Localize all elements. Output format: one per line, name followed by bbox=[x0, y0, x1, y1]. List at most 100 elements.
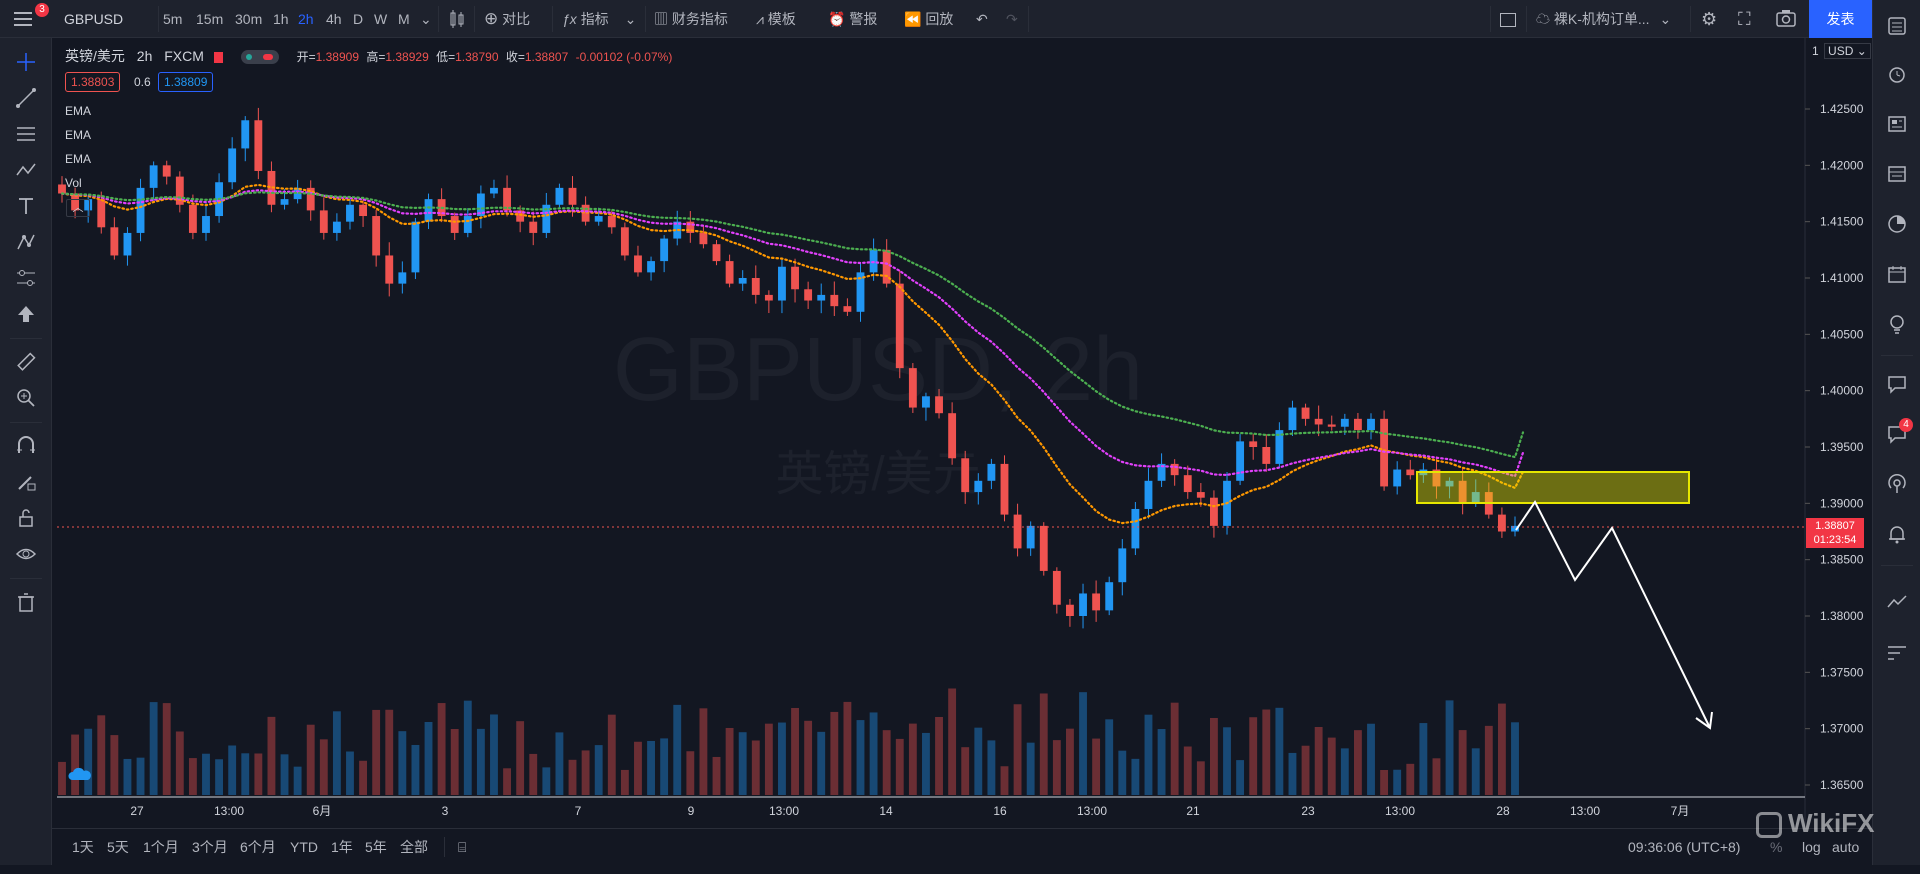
tf-5m[interactable]: 5m bbox=[163, 11, 183, 27]
chart-type-button[interactable] bbox=[448, 0, 466, 38]
range-1d[interactable]: 1天 bbox=[72, 839, 94, 855]
clock[interactable]: 09:36:06 (UTC+8) bbox=[1628, 839, 1741, 855]
range-6m[interactable]: 6个月 bbox=[240, 839, 276, 855]
publish-button[interactable]: 发表 bbox=[1809, 0, 1872, 38]
symbol-search-button[interactable]: GBPUSD bbox=[64, 11, 124, 27]
tf-day[interactable]: D bbox=[353, 11, 364, 27]
sell-price-button[interactable]: 1.38803 bbox=[65, 72, 121, 92]
measure-settings-tool[interactable] bbox=[14, 266, 38, 290]
auto-toggle[interactable]: auto bbox=[1832, 839, 1860, 855]
layout-select-button[interactable] bbox=[1500, 0, 1516, 38]
tf-30m[interactable]: 30m bbox=[235, 11, 263, 27]
delete-drawings-tool[interactable] bbox=[14, 590, 38, 614]
buy-price-button[interactable]: 1.38809 bbox=[158, 72, 214, 92]
currency-select[interactable]: USD ⌄ bbox=[1824, 43, 1871, 59]
volume-bar bbox=[1511, 722, 1519, 795]
candle-body bbox=[751, 278, 760, 295]
news-button[interactable] bbox=[1885, 112, 1909, 136]
cloud-sync-icon bbox=[68, 766, 92, 782]
hide-drawings-tool[interactable] bbox=[14, 542, 38, 566]
range-5d[interactable]: 5天 bbox=[107, 839, 129, 855]
ema-mid-line bbox=[60, 189, 1525, 478]
financials-button[interactable]: ▥ 财务指标 bbox=[654, 11, 728, 27]
tf-4h[interactable]: 4h bbox=[326, 11, 342, 27]
percent-toggle[interactable]: % bbox=[1770, 839, 1783, 855]
alerts-button[interactable]: ⏰ 警报 bbox=[828, 11, 878, 27]
volume-bar bbox=[1170, 702, 1179, 795]
indicator-ema-2[interactable]: EMA bbox=[65, 128, 92, 142]
notifications-bell-button[interactable] bbox=[1885, 522, 1909, 546]
range-3m[interactable]: 3个月 bbox=[192, 839, 228, 855]
horizontal-lines-tool[interactable] bbox=[14, 122, 38, 146]
goto-date-button[interactable]: ⌸ bbox=[458, 829, 466, 865]
market-status-toggle[interactable] bbox=[240, 50, 279, 65]
volume-bar bbox=[490, 714, 498, 795]
alerts-panel-button[interactable] bbox=[1885, 62, 1909, 86]
candle-body bbox=[882, 249, 891, 284]
indicator-volume[interactable]: Vol bbox=[65, 176, 82, 190]
pattern-tool[interactable] bbox=[14, 158, 38, 182]
log-toggle[interactable]: log bbox=[1802, 839, 1821, 855]
crosshair-tool[interactable] bbox=[14, 50, 38, 74]
candle-body bbox=[411, 221, 420, 273]
trendline-tool[interactable] bbox=[14, 86, 38, 110]
candle-body bbox=[346, 204, 354, 222]
hotlist-button[interactable] bbox=[1885, 212, 1909, 236]
indicators-button[interactable]: ƒx 指标 ⌄ bbox=[562, 11, 637, 27]
projection-path[interactable] bbox=[1515, 500, 1711, 729]
symbol-legend[interactable]: 英镑/美元 2h FXCM 开=1.38909 高=1.38929 低=1.38… bbox=[65, 46, 672, 66]
volume-bar bbox=[254, 753, 263, 795]
trading-panel-button[interactable] bbox=[1885, 590, 1909, 614]
tf-dropdown-button[interactable]: ⌄ bbox=[420, 0, 432, 38]
zoom-tool[interactable] bbox=[14, 386, 38, 410]
replay-button[interactable]: ⏪ 回放 bbox=[904, 11, 954, 27]
collapse-legend-button[interactable]: ︿ bbox=[66, 199, 90, 217]
tf-month[interactable]: M bbox=[398, 11, 410, 27]
stay-drawing-tool[interactable] bbox=[14, 470, 38, 494]
legend-interval: 2h bbox=[136, 48, 153, 64]
snapshot-button[interactable] bbox=[1776, 0, 1796, 38]
settings-button[interactable]: ⚙ bbox=[1701, 0, 1717, 38]
indicator-ema-1[interactable]: EMA bbox=[65, 104, 92, 118]
candle-body bbox=[110, 227, 119, 256]
ruler-tool[interactable] bbox=[14, 350, 38, 374]
supply-zone-rectangle[interactable] bbox=[1416, 471, 1690, 504]
candle-body bbox=[686, 221, 695, 233]
data-window-button[interactable] bbox=[1885, 162, 1909, 186]
templates-button[interactable]: ⩘ 模板 bbox=[756, 11, 796, 27]
tf-week[interactable]: W bbox=[374, 11, 388, 27]
tf-15m[interactable]: 15m bbox=[196, 11, 224, 27]
range-1m[interactable]: 1个月 bbox=[143, 839, 179, 855]
range-1y[interactable]: 1年 bbox=[331, 839, 353, 855]
chats-button[interactable] bbox=[1885, 372, 1909, 396]
text-tool[interactable] bbox=[14, 194, 38, 218]
magnet-tool[interactable] bbox=[14, 434, 38, 458]
ideas-button[interactable] bbox=[1885, 312, 1909, 336]
dom-button[interactable] bbox=[1885, 640, 1909, 664]
watchlist-button[interactable] bbox=[1885, 14, 1909, 38]
arrow-tool[interactable] bbox=[14, 302, 38, 326]
live-streams-button[interactable] bbox=[1885, 472, 1909, 496]
undo-button[interactable]: ↶ bbox=[976, 0, 988, 38]
tf-1h[interactable]: 1h bbox=[273, 11, 289, 27]
range-ytd[interactable]: YTD bbox=[290, 839, 318, 855]
range-5y[interactable]: 5年 bbox=[365, 839, 387, 855]
tf-2h[interactable]: 2h bbox=[298, 11, 314, 27]
candle-body bbox=[202, 216, 210, 233]
save-layout-button[interactable]: ☁ 裸K-机构订单... ⌄ bbox=[1536, 11, 1672, 27]
redo-button[interactable]: ↷ bbox=[1006, 0, 1018, 38]
prediction-tool[interactable] bbox=[14, 230, 38, 254]
compare-button[interactable]: ⊕ 对比 bbox=[484, 9, 531, 28]
price-scale-header: 1 USD ⌄ bbox=[1812, 43, 1871, 59]
menu-button[interactable] bbox=[12, 0, 38, 38]
pie-icon bbox=[1888, 215, 1906, 233]
volume-bar bbox=[1380, 769, 1389, 795]
indicator-ema-3[interactable]: EMA bbox=[65, 152, 92, 166]
range-all[interactable]: 全部 bbox=[400, 839, 428, 855]
calendar-button[interactable] bbox=[1885, 262, 1909, 286]
volume-bar bbox=[385, 709, 394, 795]
fullscreen-button[interactable]: ⛶ bbox=[1738, 0, 1751, 38]
lock-drawings-tool[interactable] bbox=[14, 506, 38, 530]
projection-arrowhead bbox=[1695, 711, 1713, 730]
